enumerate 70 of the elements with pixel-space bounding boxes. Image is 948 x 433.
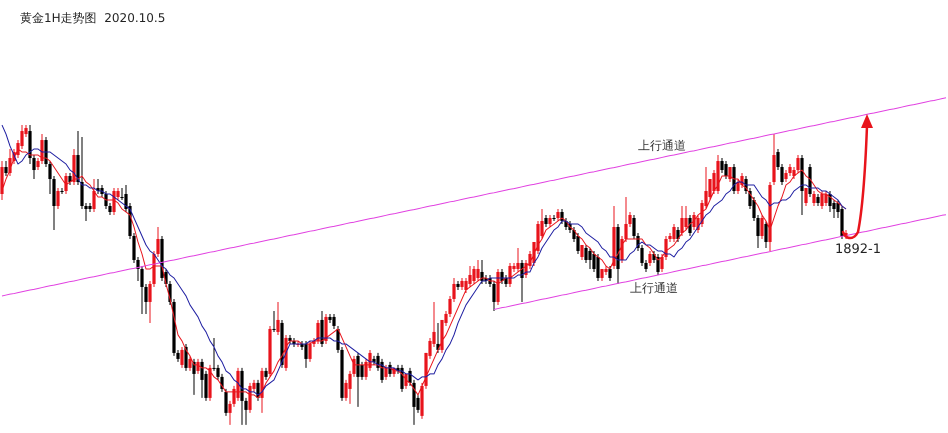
candlestick (304, 340, 308, 368)
candlestick (804, 188, 808, 207)
candlestick (788, 164, 792, 177)
candlestick (56, 188, 60, 210)
candlestick (36, 158, 40, 171)
candlestick (672, 223, 676, 242)
candlestick (760, 214, 764, 240)
candlestick (308, 340, 312, 362)
candlestick (224, 388, 228, 416)
chart-title: 黄金1H走势图 2020.10.5 (20, 10, 166, 27)
candlestick (640, 244, 644, 266)
candlestick (476, 259, 480, 282)
candlestick (132, 232, 136, 264)
candlestick (756, 214, 760, 248)
annotation: 1892-1 (834, 242, 882, 257)
candlestick (276, 301, 280, 336)
candlestick (108, 202, 112, 216)
candlestick (188, 355, 192, 372)
candlestick (448, 295, 452, 318)
candlestick (492, 280, 496, 312)
candlestick (628, 212, 632, 228)
series-label: 上行通道 (638, 138, 686, 152)
candlestick (84, 202, 88, 222)
candlestick (588, 247, 592, 270)
candlestick (764, 220, 768, 248)
candlestick (816, 194, 820, 207)
candlestick (680, 206, 684, 236)
candlestick (228, 400, 232, 426)
candlestick (516, 247, 520, 272)
candlestick (272, 310, 276, 332)
candlestick (244, 397, 248, 426)
candlestick (332, 313, 336, 330)
candlestick (720, 158, 724, 174)
candlestick (216, 364, 220, 380)
candlestick (776, 148, 780, 171)
candlestick (796, 154, 800, 174)
candlestick (684, 206, 688, 230)
candlestick (548, 214, 552, 228)
candlestick (584, 244, 588, 264)
candlestick (556, 208, 560, 222)
candlestick (472, 265, 476, 284)
candlestick (180, 346, 184, 368)
candlestick (140, 265, 144, 314)
candlestick (48, 160, 52, 195)
candlestick (176, 349, 180, 362)
candlestick (608, 265, 612, 282)
candlestick (156, 226, 160, 258)
candlestick (32, 154, 36, 180)
candlestick (632, 214, 636, 240)
candlestick (784, 170, 788, 183)
candlestick (468, 265, 472, 288)
candlestick (460, 277, 464, 290)
candlestick (812, 190, 816, 207)
candlestick (452, 277, 456, 302)
candlestick (4, 160, 8, 177)
series-label: 上行通道 (630, 280, 678, 295)
candlestick (148, 280, 152, 324)
candlestick (348, 370, 352, 404)
candlestick (780, 164, 784, 186)
candlestick (648, 250, 652, 266)
candlestick (576, 232, 580, 254)
candlestick (820, 190, 824, 210)
candlestick (544, 214, 548, 228)
candlestick (144, 283, 148, 314)
candlestick (724, 160, 728, 180)
candlestick (580, 244, 584, 260)
candlestick (624, 196, 628, 242)
candlestick (596, 253, 600, 282)
candlestick (644, 259, 648, 272)
candlestick (264, 367, 268, 380)
